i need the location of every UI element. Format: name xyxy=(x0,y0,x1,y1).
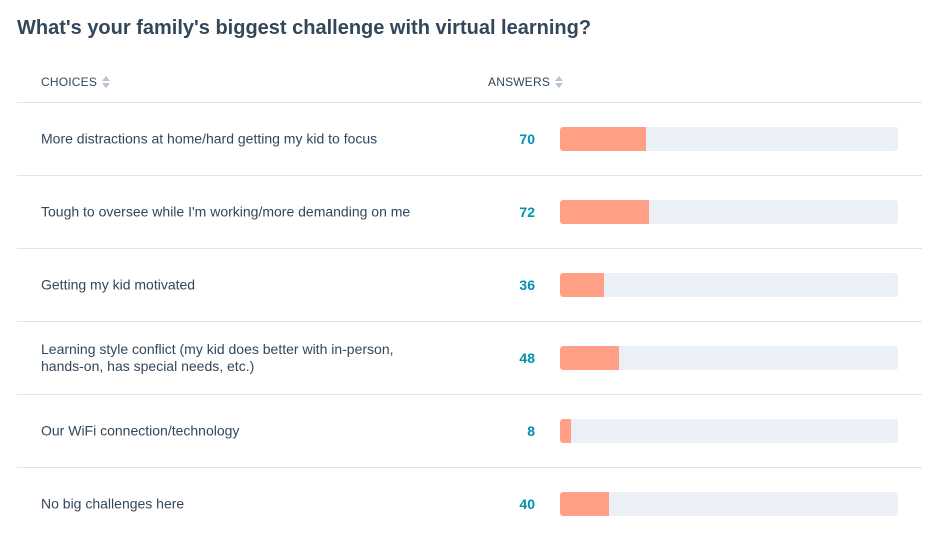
table-row: More distractions at home/hard getting m… xyxy=(17,103,922,176)
bar-fill xyxy=(560,346,619,370)
bar-fill xyxy=(560,419,571,443)
bar-track xyxy=(560,273,898,297)
choice-label: Tough to oversee while I'm working/more … xyxy=(41,203,411,220)
bar-track xyxy=(560,492,898,516)
answer-count: 40 xyxy=(519,496,535,512)
choice-label: More distractions at home/hard getting m… xyxy=(41,130,378,147)
choice-label: Learning style conflict (my kid does bet… xyxy=(41,341,394,374)
bar-fill xyxy=(560,127,647,151)
answer-count: 8 xyxy=(527,423,535,439)
choice-label: Getting my kid motivated xyxy=(41,276,196,293)
bar-track xyxy=(560,419,898,443)
page-title: What's your family's biggest challenge w… xyxy=(17,17,592,39)
table-header: CHOICES ANSWERS xyxy=(17,62,922,103)
bar-track xyxy=(560,346,898,370)
bar-fill xyxy=(560,200,649,224)
answer-count: 70 xyxy=(519,131,535,147)
table-row: Learning style conflict (my kid does bet… xyxy=(17,322,922,395)
answers-header-label: ANSWERS xyxy=(488,75,551,89)
table-row: Tough to oversee while I'm working/more … xyxy=(17,176,922,249)
table-row: Our WiFi connection/technology 8 xyxy=(17,395,922,468)
bar-fill xyxy=(560,273,604,297)
answer-count: 36 xyxy=(519,277,535,293)
choice-label: No big challenges here xyxy=(41,495,185,512)
choices-header-label: CHOICES xyxy=(41,75,98,89)
results-table: CHOICES ANSWERS More distractions at hom… xyxy=(17,62,922,540)
choices-column-header[interactable]: CHOICES xyxy=(41,75,111,89)
table-row: No big challenges here 40 xyxy=(17,468,922,540)
choice-label: Our WiFi connection/technology xyxy=(41,422,240,439)
sort-icon[interactable] xyxy=(102,75,111,89)
bar-track xyxy=(560,127,898,151)
answer-count: 72 xyxy=(519,204,535,220)
bar-track xyxy=(560,200,898,224)
answer-count: 48 xyxy=(519,350,535,366)
bar-fill xyxy=(560,492,610,516)
sort-icon[interactable] xyxy=(555,75,564,89)
answers-column-header[interactable]: ANSWERS xyxy=(488,75,564,89)
table-row: Getting my kid motivated 36 xyxy=(17,249,922,322)
